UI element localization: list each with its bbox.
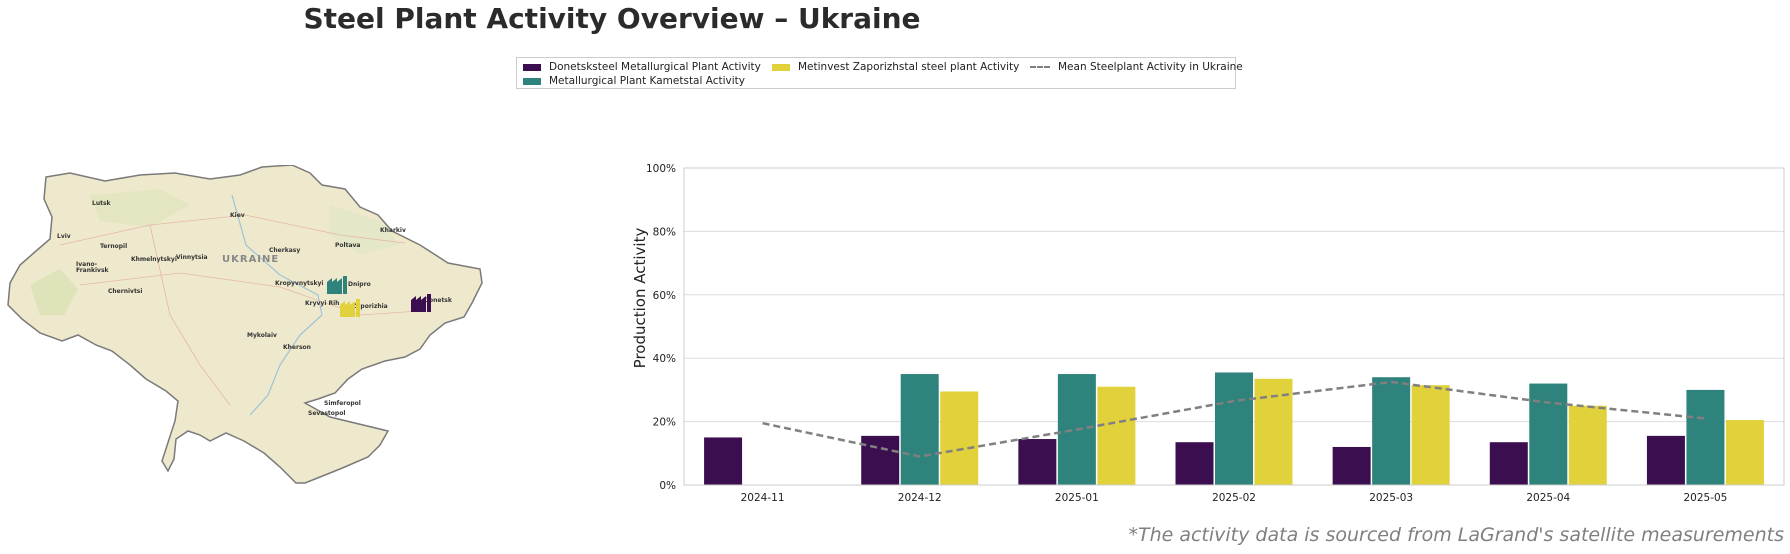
bar <box>900 374 939 485</box>
map-terrain-west <box>30 269 78 315</box>
chart-legend: Donetsksteel Metallurgical Plant Activit… <box>516 57 1243 89</box>
map-river-dnipro <box>231 194 323 416</box>
map-terrain-north <box>90 189 190 227</box>
map-city-label: Khmelnytskyi <box>131 256 177 263</box>
legend-item-donetsksteel: Donetsksteel Metallurgical Plant Activit… <box>523 61 761 73</box>
bar <box>1097 386 1136 485</box>
map-city-label: Kryvyi Rih <box>305 300 339 307</box>
map-road <box>149 224 231 406</box>
bar <box>1725 420 1764 485</box>
map-city-label: Ivano- <box>76 261 98 268</box>
x-tick-label: 2025-04 <box>1526 492 1570 504</box>
map-city-label: Kropyvnytskyi <box>275 280 323 287</box>
bar <box>1646 435 1685 485</box>
legend-swatch-donetsksteel <box>523 63 541 71</box>
y-axis-label: Production Activity <box>631 228 649 369</box>
plot-frame <box>683 167 1785 486</box>
map-road <box>79 272 421 316</box>
bar <box>1018 439 1057 485</box>
map-city-label: Donetsk <box>424 297 453 304</box>
legend-swatch-kametstal <box>523 77 541 85</box>
mean-activity-line <box>762 380 1706 458</box>
x-tick-label: 2024-12 <box>898 492 942 504</box>
bar <box>940 391 979 485</box>
x-tick-label: 2025-02 <box>1212 492 1256 504</box>
axes: 0% 20% 40% 60% 80% 100% 2024-11 2024-12 2025-01 2… <box>646 163 1785 504</box>
map-city-label: Simferopol <box>324 400 361 407</box>
map-city-label: Dnipro <box>348 281 371 288</box>
y-tick-label: 0% <box>659 480 676 492</box>
factory-icon-zaporizhstal <box>340 299 360 317</box>
map-city-label: Kharkiv <box>380 227 406 234</box>
bars <box>704 372 1764 485</box>
legend-label-zaporizhstal: Metinvest Zaporizhstal steel plant Activ… <box>798 61 1020 73</box>
legend-label-mean: Mean Steelplant Activity in Ukraine <box>1058 61 1243 73</box>
y-tick-label: 40% <box>653 353 676 365</box>
bar-chart: Production Activity 0% 20% 40% 60% 80% 100% 20… <box>631 163 1785 504</box>
factory-icon-kametstal <box>327 276 347 294</box>
map-city-label: Mykolaiv <box>247 332 277 339</box>
bar <box>1411 385 1450 485</box>
y-tick-label: 80% <box>653 226 676 238</box>
bar <box>1568 405 1607 485</box>
map-city-label: Ternopil <box>100 243 127 250</box>
ukraine-outline <box>7 165 483 484</box>
x-tick-label: 2024-11 <box>741 492 785 504</box>
map-road <box>59 214 406 246</box>
x-tick-label: 2025-03 <box>1369 492 1413 504</box>
map-terrain-east <box>330 205 400 255</box>
factory-icon-donetsksteel <box>411 294 431 312</box>
bar <box>861 435 900 485</box>
mean-line-layer <box>762 380 1706 458</box>
ukraine-map: UKRAINE Lutsk Kiev Kharkiv Lviv Ternopil… <box>7 165 483 484</box>
legend-swatch-mean <box>1030 66 1050 68</box>
page-title: Steel Plant Activity Overview – Ukraine <box>303 2 921 35</box>
y-tick-label: 60% <box>653 290 676 302</box>
x-tick-label: 2025-05 <box>1683 492 1727 504</box>
bar <box>1529 383 1568 485</box>
map-city-label: Lviv <box>57 233 71 240</box>
legend-label-donetsksteel: Donetsksteel Metallurgical Plant Activit… <box>549 61 761 73</box>
legend-swatch-zaporizhstal <box>772 63 790 71</box>
map-city-label: Lutsk <box>92 200 112 207</box>
y-tick-label: 20% <box>653 417 676 429</box>
map-city-label: Vinnytsia <box>176 254 208 261</box>
bar <box>1686 389 1725 485</box>
map-city-label: Kiev <box>230 212 245 219</box>
legend-item-kametstal: Metallurgical Plant Kametstal Activity <box>523 75 745 87</box>
map-city-label: Kherson <box>283 344 311 351</box>
bar <box>1489 442 1528 485</box>
map-city-label: Poltava <box>335 242 360 249</box>
x-tick-label: 2025-01 <box>1055 492 1099 504</box>
map-city-label: Zaporizhia <box>352 303 388 310</box>
map-city-label: Cherkasy <box>269 247 300 254</box>
bar <box>1332 446 1371 485</box>
legend-item-zaporizhstal: Metinvest Zaporizhstal steel plant Activ… <box>772 61 1019 73</box>
legend-label-kametstal: Metallurgical Plant Kametstal Activity <box>549 75 746 87</box>
bar <box>1215 372 1253 485</box>
map-city-label: Chernivtsi <box>108 288 142 295</box>
map-city-label: Frankivsk <box>76 267 110 274</box>
bar <box>1372 377 1411 485</box>
map-country-label: UKRAINE <box>222 254 279 265</box>
map-city-label: Sevastopol <box>308 410 345 417</box>
bar <box>704 437 743 485</box>
footnote: *The activity data is sourced from LaGra… <box>1128 524 1784 546</box>
y-tick-label: 100% <box>646 163 676 175</box>
bar <box>1175 442 1214 485</box>
legend-item-mean: Mean Steelplant Activity in Ukraine <box>1030 61 1243 73</box>
